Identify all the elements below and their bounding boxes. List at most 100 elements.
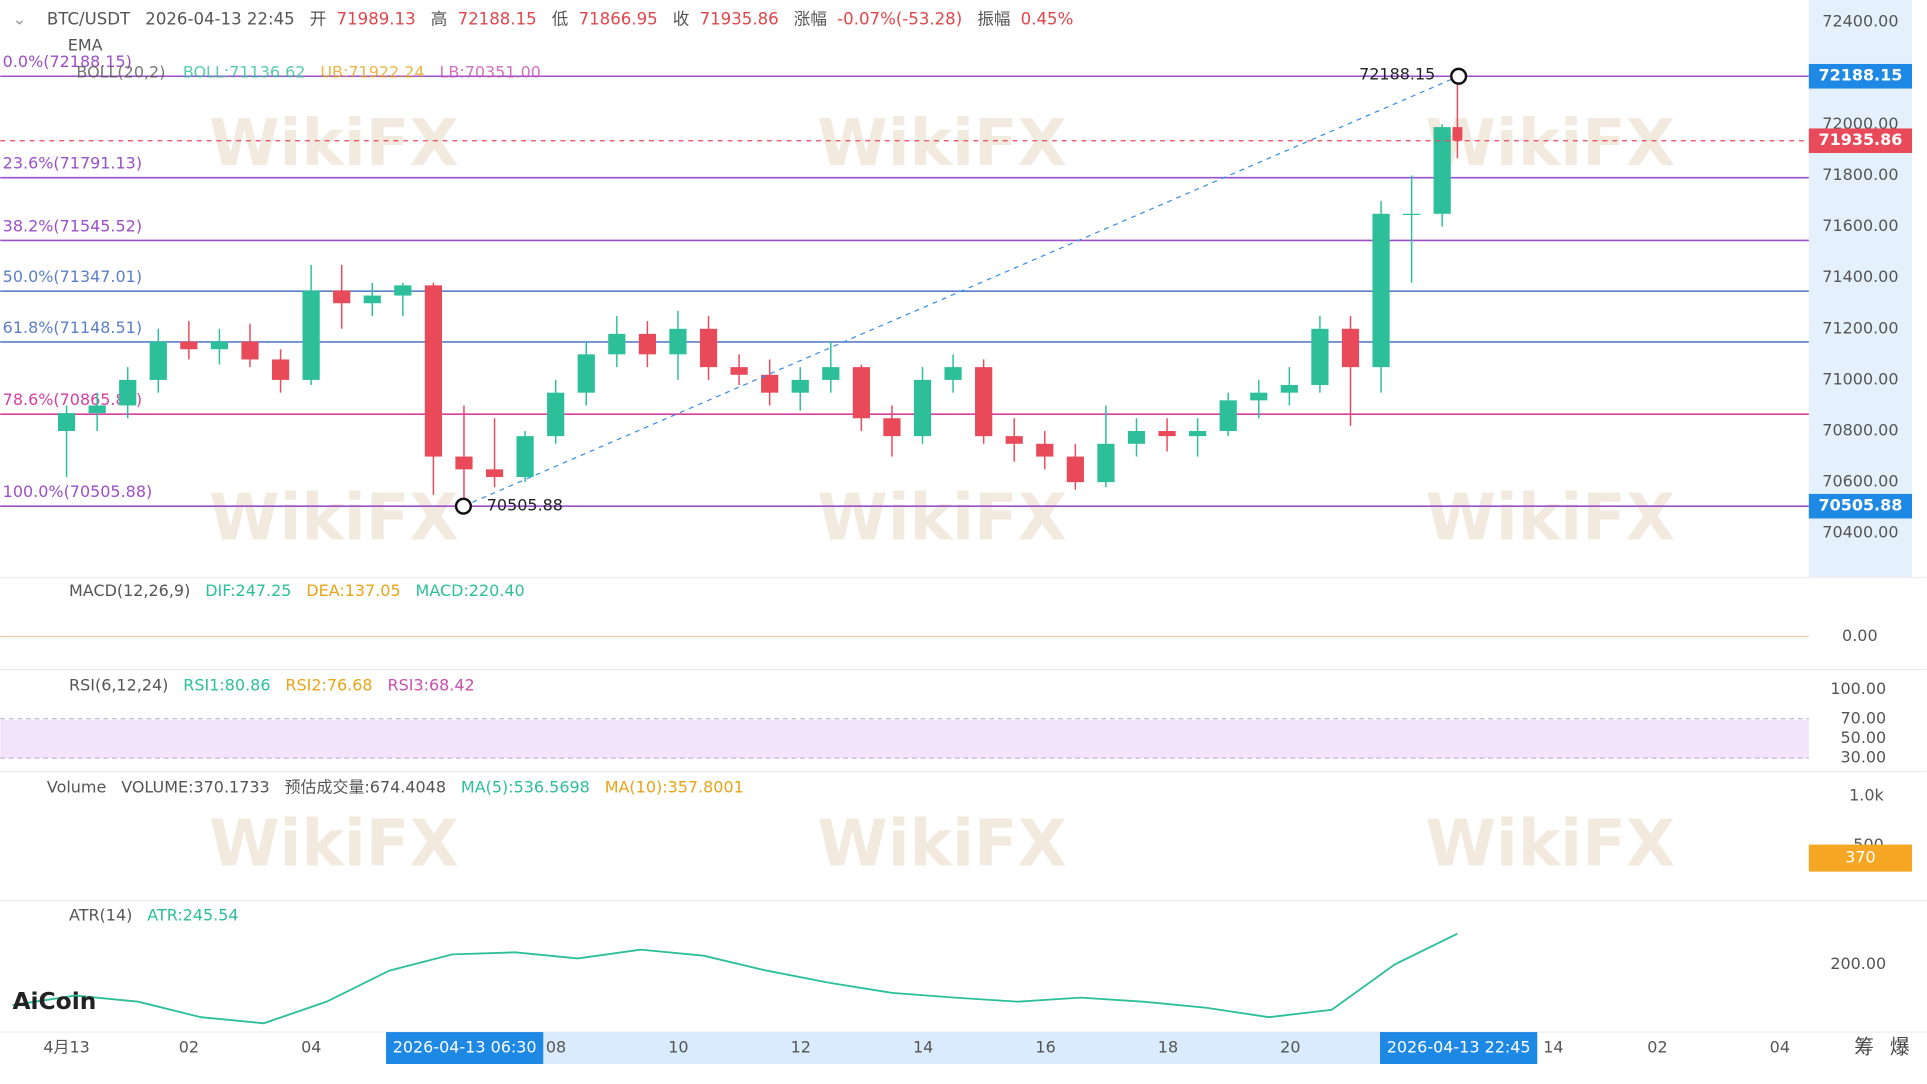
symbol: BTC/USDT <box>47 9 131 28</box>
low-label: 低 <box>552 9 569 28</box>
header: ⌄ BTC/USDT 2026-04-13 22:45 开 71989.13 高… <box>13 9 1074 28</box>
candle-body <box>1005 436 1023 444</box>
price-tick-label: 71800.00 <box>1822 165 1898 184</box>
fib-label: 0.0%(72188.15) <box>3 52 132 71</box>
ema-label: EMA <box>68 35 103 54</box>
volume-ma5: MA(5):536.5698 <box>461 777 590 796</box>
toggle-icon[interactable]: ⌄ <box>13 9 27 28</box>
amplitude-label: 振幅 <box>977 9 1010 28</box>
boll-ub: UB:71922.24 <box>320 62 424 81</box>
price-axis-bg <box>1808 0 1913 578</box>
swing-high-marker <box>1450 67 1468 85</box>
candle-body <box>1189 431 1207 437</box>
time-highlight-label: 2026-04-13 22:45 <box>1387 1038 1531 1057</box>
rsi-tick-label: 30.00 <box>1841 748 1887 767</box>
ema-row: EMA <box>68 35 103 54</box>
candle-body <box>1158 431 1176 437</box>
time-label: 14 <box>1543 1038 1563 1057</box>
candle-body <box>363 295 381 304</box>
swing-low-marker <box>454 497 473 515</box>
time-axis-tool: 爆 <box>1890 1036 1910 1059</box>
fib-label: 50.0%(71347.01) <box>3 267 142 286</box>
watermark: WikiFX <box>1425 482 1675 556</box>
candle-body <box>608 333 626 355</box>
time-label: 14 <box>913 1038 933 1057</box>
close-label: 收 <box>673 9 690 28</box>
price-badge-label: 72188.15 <box>1819 66 1903 85</box>
candle-body <box>699 328 718 368</box>
logo: AiCoin <box>13 987 97 1015</box>
candle-body <box>1372 213 1390 368</box>
time-label: 04 <box>1770 1038 1790 1057</box>
time: 2026-04-13 22:45 <box>145 9 294 28</box>
candle-body <box>149 341 167 380</box>
price-tick-label: 70600.00 <box>1822 472 1898 491</box>
time-highlight <box>1380 1032 1538 1065</box>
candle-body <box>302 290 320 380</box>
fib-label: 61.8%(71148.51) <box>3 318 142 337</box>
fib-label: 23.6%(71791.13) <box>3 154 142 173</box>
time-label: 20 <box>1280 1038 1300 1057</box>
candle-body <box>180 341 198 350</box>
price-tick-label: 72000.00 <box>1822 114 1898 133</box>
candle-body <box>1280 385 1298 393</box>
price-badge-label: 70505.88 <box>1819 496 1903 515</box>
price-tick-label: 70400.00 <box>1822 523 1898 542</box>
fib-label: 100.0%(70505.88) <box>3 482 153 501</box>
low-value: 71866.95 <box>579 9 658 28</box>
high-label: 高 <box>431 9 448 28</box>
price-tick-label: 70800.00 <box>1822 421 1898 440</box>
swing-low-label: 70505.88 <box>487 496 563 515</box>
price-tick-label: 71200.00 <box>1822 318 1898 337</box>
volume-badge-label: 370 <box>1845 848 1875 867</box>
volume-value: VOLUME:370.1733 <box>121 777 269 796</box>
time-axis-tool: 筹 <box>1854 1036 1874 1059</box>
watermark: WikiFX <box>209 807 459 881</box>
time-label: 18 <box>1158 1038 1178 1057</box>
candle-body <box>1219 400 1237 432</box>
candle-body <box>944 367 962 380</box>
time-label: 10 <box>668 1038 688 1057</box>
candle-body <box>57 413 76 432</box>
boll-mid: BOLL:71136.62 <box>183 62 306 81</box>
time-label: 16 <box>1035 1038 1055 1057</box>
time-label: 02 <box>1647 1038 1667 1057</box>
candle-body <box>1452 127 1463 141</box>
candle-body <box>761 374 779 393</box>
price-tick-label: 71400.00 <box>1822 267 1898 286</box>
time-highlight-label: 2026-04-13 06:30 <box>393 1038 537 1057</box>
candle-body <box>333 290 351 304</box>
candle-body <box>975 367 993 437</box>
open-label: 开 <box>310 9 327 28</box>
candle-body <box>485 469 504 478</box>
time-label: 02 <box>179 1038 199 1057</box>
macd-value: MACD:220.40 <box>416 580 525 599</box>
plot: 72400.00 72000.00 71800.00 71600.00 71400.00… <box>0 12 1927 1065</box>
watermark: WikiFX <box>817 482 1067 556</box>
time-label: 12 <box>791 1038 811 1057</box>
rsi3: RSI3:68.42 <box>388 675 475 694</box>
fib-label: 78.6%(70865.87) <box>3 390 142 409</box>
candle-body <box>1250 392 1268 401</box>
macd-tick-label: 0.00 <box>1842 626 1878 645</box>
watermark: WikiFX <box>209 107 459 181</box>
watermark: WikiFX <box>817 107 1067 181</box>
candle-body <box>1403 213 1421 216</box>
swing-high-label: 72188.15 <box>1359 65 1435 84</box>
candle-body <box>271 359 290 380</box>
rsi-band <box>0 720 1809 759</box>
candle-body <box>913 379 932 437</box>
candle-body <box>1127 431 1146 444</box>
atr-tick-label: 200.00 <box>1830 954 1886 973</box>
candle-body <box>455 456 473 470</box>
macd-dea: DEA:137.05 <box>306 580 400 599</box>
atr-title: ATR(14) <box>69 905 132 924</box>
candle-body <box>1341 328 1360 368</box>
candle-body <box>883 418 901 437</box>
candle-body <box>241 341 259 360</box>
atr-value: ATR:245.54 <box>147 905 238 924</box>
candle-body <box>669 328 687 355</box>
close-value: 71935.86 <box>700 9 779 28</box>
